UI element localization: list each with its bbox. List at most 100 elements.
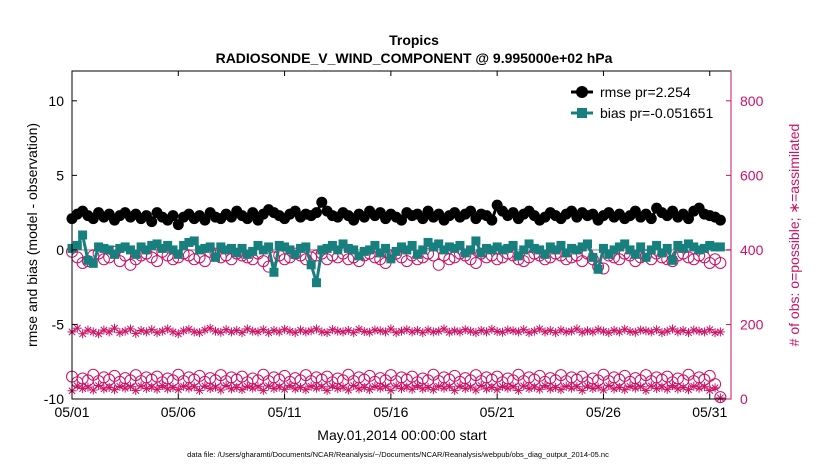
asterisk-stroke [599,386,608,394]
bias-point [110,249,120,259]
asterisk-stroke [296,326,305,334]
obs-assimilated-marker [466,326,476,336]
asterisk-stroke [568,384,576,392]
obs-assimilated-marker [269,325,279,335]
obs-assimilated-marker [407,327,417,337]
obs-assimilated-marker [471,385,481,395]
asterisk-stroke [605,382,613,390]
rmse-point [645,213,657,225]
obs-assimilated-marker [460,384,470,394]
asterisk-stroke [631,384,639,392]
bias-point [545,242,555,252]
asterisk-stroke [557,386,565,394]
obs-assimilated-marker [94,381,104,391]
asterisk-stroke [344,386,352,394]
asterisk-stroke [265,382,273,390]
asterisk-stroke [546,385,554,393]
legend-bias-marker [577,108,587,118]
bias-point [338,239,348,249]
obs-assimilated-marker [673,384,683,394]
asterisk-stroke [126,325,135,333]
obs-assimilated-marker [535,384,545,394]
asterisk-stroke [589,385,597,393]
asterisk-stroke [249,384,257,392]
asterisk-stroke [100,326,108,334]
bias-point [583,239,593,249]
asterisk-stroke [195,386,204,394]
bias-point [195,245,205,255]
asterisk-stroke [536,325,544,333]
obs-possible-marker [714,391,727,404]
obs-assimilated-marker [375,383,385,393]
asterisk-stroke [445,328,453,336]
obs-assimilated-marker [439,324,449,334]
asterisk-stroke [281,325,289,333]
asterisk-stroke [334,385,342,393]
asterisk-stroke [690,382,698,390]
asterisk-stroke [541,328,549,336]
asterisk-stroke [583,327,592,335]
asterisk-stroke [546,326,554,334]
obs-assimilated-marker [290,384,300,394]
bias-point [620,239,630,249]
bias-point [136,242,146,252]
obs-assimilated-marker [78,384,88,394]
bias-point [306,260,316,270]
obs-assimilated-marker [152,384,162,394]
obs-assimilated-marker [125,382,135,392]
asterisk-stroke [615,383,623,391]
bias-point [72,240,82,250]
obs-assimilated-marker [662,384,672,394]
asterisk-stroke [339,383,347,391]
asterisk-stroke [110,324,119,332]
bias-point [322,243,332,253]
asterisk-stroke [201,382,209,390]
obs-assimilated-marker [237,385,247,395]
obs-assimilated-marker [513,385,523,395]
bias-point [125,245,135,255]
bias-point [365,245,375,255]
asterisk-stroke [270,326,278,334]
bias-point [683,239,693,249]
rmse-point [714,214,726,226]
asterisk-stroke [461,326,469,334]
obs-assimilated-marker [391,328,401,338]
bias-point [551,245,561,255]
obs-assimilated-marker [598,326,608,336]
asterisk-stroke [350,382,358,390]
bias-point [232,248,242,258]
obs-assimilated-marker [115,328,125,338]
obs-assimilated-marker [157,381,167,391]
asterisk-stroke [312,384,321,392]
asterisk-stroke [339,328,347,336]
bias-point [248,246,258,256]
x-tick-label: 05/21 [480,404,515,420]
asterisk-stroke [509,327,517,335]
bias-point [710,242,720,252]
asterisk-stroke [413,326,421,334]
bias-point [327,240,337,250]
obs-assimilated-marker [301,385,311,395]
obs-assimilated-marker [375,326,385,336]
asterisk-stroke [504,384,512,392]
asterisk-stroke [610,385,618,393]
asterisk-stroke [472,386,480,394]
obs-assimilated-marker [593,325,603,335]
bias-point [242,249,252,259]
obs-assimilated-marker [301,327,311,337]
obs-assimilated-marker [338,327,348,337]
asterisk-stroke [302,386,310,394]
rmse-point [167,210,179,222]
asterisk-stroke [238,386,246,394]
obs-possible-marker [76,372,89,385]
obs-assimilated-marker [253,382,263,392]
asterisk-stroke [95,330,103,338]
asterisk-stroke [562,382,570,390]
x-tick-label: 05/11 [268,404,302,420]
bias-point [258,245,268,255]
obs-possible-marker [432,258,445,271]
obs-assimilated-marker [322,328,332,338]
bias-point [407,240,417,250]
asterisk-stroke [700,383,708,391]
asterisk-stroke [233,326,241,334]
